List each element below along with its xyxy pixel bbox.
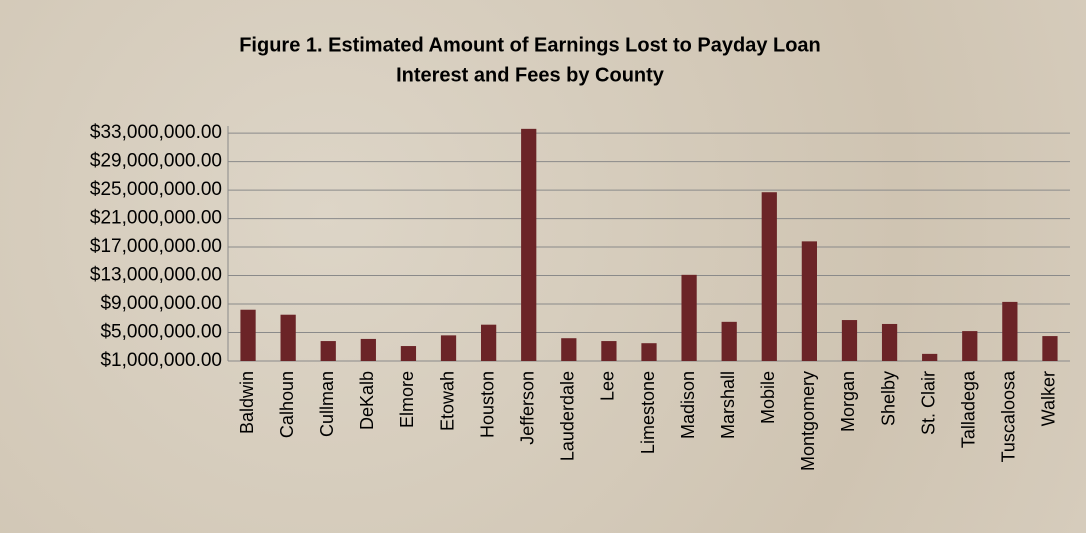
x-tick-label: St. Clair [918,371,938,435]
bar [1042,336,1058,361]
x-tick-label: Jefferson [517,371,537,445]
x-tick-label: Houston [477,371,497,438]
x-tick-label: Morgan [838,371,858,432]
bar [841,320,858,361]
y-tick-label: $5,000,000.00 [100,322,222,343]
y-tick-label: $29,000,000.00 [90,151,222,172]
x-tick-label: Tuscaloosa [999,370,1019,462]
bar [521,128,537,361]
bar [280,314,296,361]
bar [561,338,577,361]
x-tick-label: Talladega [959,370,979,448]
y-tick-label: $25,000,000.00 [90,179,222,200]
bar [601,341,617,361]
x-tick-label: Lauderdale [558,371,578,461]
x-tick-label: Mobile [758,371,778,424]
bar [881,323,898,361]
x-tick-label: Calhoun [277,371,297,438]
bar [761,192,777,361]
x-tick-label: Cullman [317,371,337,437]
y-tick-label: $9,000,000.00 [100,293,222,314]
x-tick-label: Etowah [437,371,457,431]
x-tick-label: Shelby [878,371,898,426]
bar [240,309,256,361]
x-tick-label: Madison [678,371,698,439]
y-tick-label: $21,000,000.00 [90,208,222,229]
bar [440,335,457,361]
x-tick-label: Walker [1039,371,1059,426]
bar [360,338,376,361]
bar [801,241,817,361]
bar [681,274,697,361]
x-tick-label: Lee [598,371,618,401]
y-tick-label: $13,000,000.00 [90,265,222,286]
x-tick-label: Montgomery [798,371,818,471]
chart-title: Interest and Fees by County [396,64,665,86]
bar [1002,301,1018,361]
x-tick-label: Elmore [397,371,417,428]
bar [481,324,497,361]
y-tick-label: $33,000,000.00 [90,122,222,143]
bar [641,343,657,361]
bar [400,346,417,361]
bar [962,331,978,361]
x-tick-label: DeKalb [357,371,377,430]
bar [320,341,336,361]
y-tick-label: $1,000,000.00 [100,350,222,371]
x-tick-label: Marshall [718,371,738,439]
y-tick-label: $17,000,000.00 [90,236,222,257]
x-tick-label: Baldwin [237,371,257,434]
bar [922,353,938,361]
x-tick-label: Limestone [638,371,658,454]
chart-title: Figure 1. Estimated Amount of Earnings L… [239,34,821,56]
bar [721,321,737,361]
